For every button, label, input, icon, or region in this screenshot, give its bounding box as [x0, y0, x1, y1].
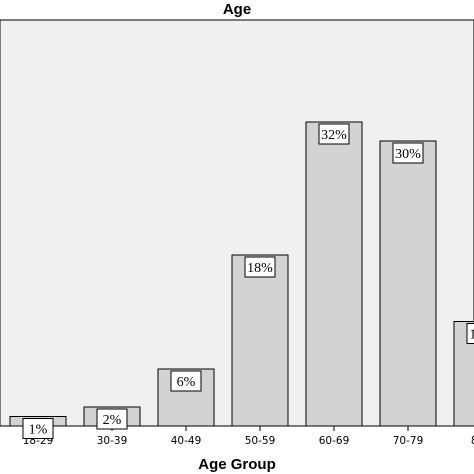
data-label: 2%: [103, 413, 122, 428]
data-label-box: [318, 123, 350, 145]
bar-50-59: [231, 254, 289, 427]
bar-60-69: [305, 121, 363, 427]
data-label: 32%: [321, 128, 347, 143]
data-label: 30%: [395, 147, 421, 162]
x-tick-label: 40-49: [171, 435, 202, 447]
bars-layer: [9, 121, 474, 427]
data-labels-layer: 1% 2% 6% 18% 32% 30% 11%: [22, 123, 474, 439]
data-label-box: [392, 142, 424, 164]
x-tick-label: 80+: [471, 435, 474, 447]
data-label-box: [170, 370, 202, 392]
data-label-box: [244, 256, 276, 278]
x-tick-label: 60-69: [319, 435, 350, 447]
bar-70-79: [379, 140, 437, 427]
data-label-box: [466, 323, 474, 344]
bar-80+: [453, 321, 474, 427]
x-tick-label: 50-59: [245, 435, 276, 447]
data-label-box: [96, 408, 128, 430]
x-tick-label: 70-79: [393, 435, 424, 447]
data-label: 1%: [29, 423, 48, 438]
x-axis-label: Age Group: [198, 456, 276, 473]
chart-title: Age: [223, 1, 251, 18]
data-label: 6%: [177, 375, 196, 390]
x-tick-label: 30-39: [97, 435, 128, 447]
data-label: 11%: [469, 328, 474, 343]
data-label: 18%: [247, 261, 273, 276]
data-label-box: [22, 418, 54, 439]
